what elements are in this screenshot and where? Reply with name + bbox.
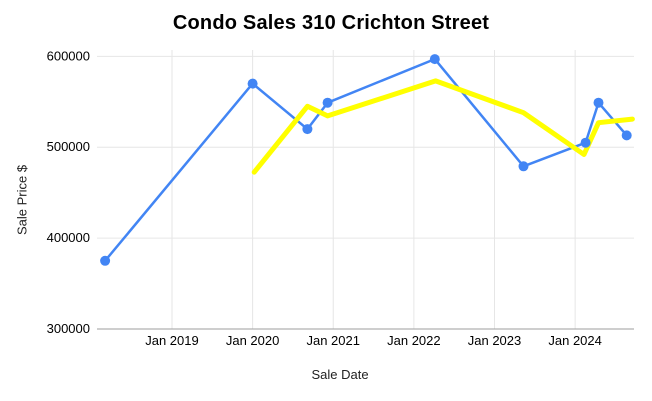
data-point-marker — [302, 124, 313, 135]
x-tick-label: Jan 2024 — [548, 333, 602, 348]
data-point-marker — [100, 255, 111, 266]
data-point-marker — [429, 54, 440, 65]
y-tick-label: 600000 — [47, 48, 90, 63]
data-point-marker — [593, 97, 604, 108]
data-point-marker — [518, 161, 529, 172]
x-tick-label: Jan 2020 — [226, 333, 280, 348]
y-tick-label: 400000 — [47, 230, 90, 245]
x-tick-label: Jan 2023 — [468, 333, 522, 348]
data-point-marker — [621, 130, 632, 141]
series-line-sale-price — [103, 57, 628, 263]
y-tick-label: 300000 — [47, 321, 90, 336]
y-axis-title: Sale Price $ — [14, 164, 30, 236]
x-tick-label: Jan 2021 — [306, 333, 360, 348]
x-axis-title: Sale Date — [311, 367, 369, 382]
data-point-marker — [322, 97, 333, 108]
data-point-marker — [247, 78, 258, 89]
x-tick-label: Jan 2019 — [145, 333, 199, 348]
series-line-trend — [251, 78, 635, 175]
y-tick-label: 500000 — [47, 139, 90, 154]
data-point-marker — [580, 137, 591, 148]
chart-title: Condo Sales 310 Crichton Street — [172, 12, 490, 34]
x-tick-label: Jan 2022 — [387, 333, 441, 348]
